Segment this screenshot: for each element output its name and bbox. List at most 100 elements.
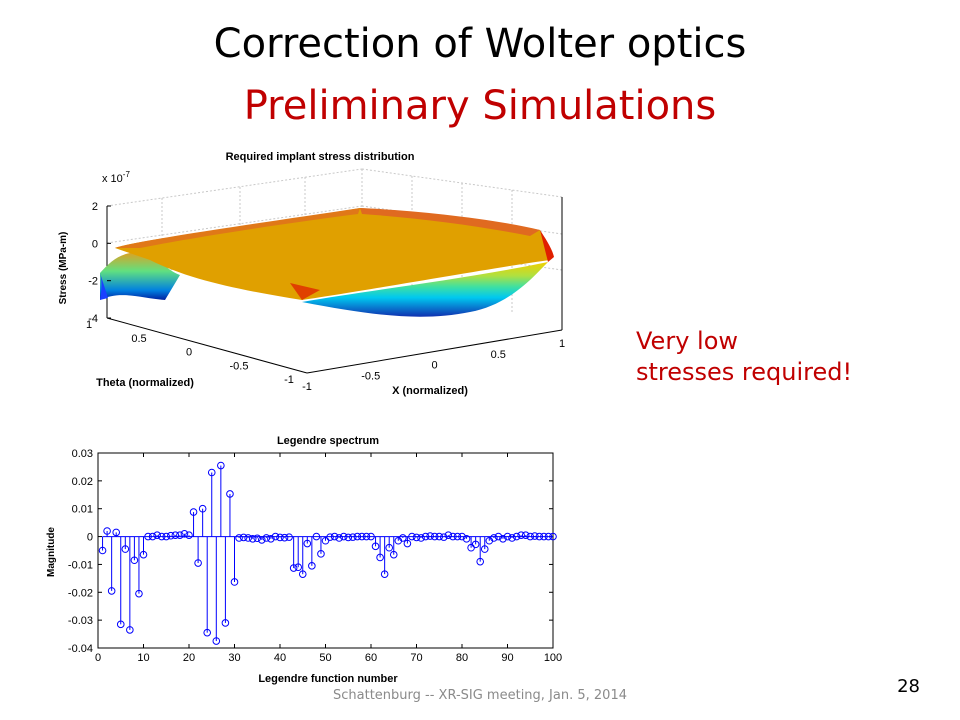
stem-marker — [148, 532, 157, 541]
stem-marker — [449, 532, 457, 541]
stem-marker — [103, 527, 111, 535]
stem-marker — [335, 534, 343, 542]
stem-marker — [185, 531, 193, 539]
stem-marker — [389, 550, 398, 559]
slide-footer: Schattenburg -- XR-SIG meeting, Jan. 5, … — [333, 688, 627, 703]
stem-marker — [426, 532, 434, 540]
stem-marker — [267, 535, 275, 543]
stem-marker — [353, 532, 362, 541]
stem-marker — [531, 532, 539, 540]
legendre-spectrum-plot: Legendre spectrum Magnitude Legendre fun… — [46, 435, 562, 685]
stem-marker — [98, 546, 107, 555]
stem-marker — [207, 468, 216, 477]
surface-y-tick: 0.5 — [131, 333, 146, 345]
stem-marker — [526, 532, 535, 541]
surface-title: Required implant stress distribution — [226, 151, 415, 163]
page-number: 28 — [897, 676, 920, 697]
stem-x-tick: 40 — [274, 652, 286, 664]
stem-marker — [344, 533, 353, 542]
stem-y-tick: -0.01 — [68, 559, 93, 571]
stem-marker — [248, 535, 257, 543]
stem-marker — [308, 562, 316, 570]
stem-x-tick: 50 — [319, 652, 331, 664]
stem-marker — [221, 619, 230, 627]
stem-marker — [285, 533, 293, 541]
surface-y-tick: -0.5 — [230, 360, 249, 372]
stem-marker — [417, 534, 425, 542]
stem-marker — [435, 532, 444, 541]
stem-marker — [121, 545, 130, 553]
stem-marker — [326, 533, 334, 541]
stem-marker — [226, 490, 234, 498]
stem-marker — [399, 534, 407, 542]
stem-marker — [198, 504, 207, 513]
stem-marker — [476, 557, 485, 566]
stem-marker — [262, 534, 271, 542]
stem-marker — [276, 533, 284, 542]
stem-marker — [212, 637, 221, 645]
stem-marker — [280, 533, 289, 542]
stem-marker — [549, 532, 557, 541]
stem-marker — [358, 532, 366, 541]
stem-marker — [139, 550, 148, 559]
stem-x-tick: 20 — [183, 652, 195, 664]
stem-marker — [130, 556, 139, 565]
stem-marker — [408, 532, 416, 541]
stress-surface — [100, 208, 554, 317]
stem-marker — [535, 532, 544, 541]
stem-marker — [453, 532, 462, 541]
surface-ylabel: Theta (normalized) — [96, 377, 194, 389]
stem-marker — [462, 535, 471, 543]
stem-marker — [444, 531, 453, 539]
stem-marker — [385, 543, 394, 552]
surface-x-tick: -1 — [302, 381, 312, 393]
stem-marker — [503, 532, 512, 541]
stem-y-tick: 0.03 — [72, 448, 93, 460]
stem-marker — [312, 532, 321, 541]
stem-x-tick: 60 — [365, 652, 377, 664]
surface-zlabel: Stress (MPa-m) — [58, 232, 69, 305]
stem-marker — [253, 534, 262, 543]
stem-y-tick: 0 — [87, 532, 93, 544]
stem-marker — [167, 531, 175, 540]
stem-y-tick: 0.01 — [72, 504, 93, 516]
surface-z-tick: 0 — [92, 238, 98, 250]
stem-marker — [303, 539, 312, 548]
stem-marker — [157, 532, 166, 541]
stem-marker — [294, 563, 303, 572]
callout-line-1: Very low — [636, 327, 738, 355]
stem-marker — [217, 461, 225, 470]
stem-marker — [339, 532, 348, 541]
stem-marker — [371, 542, 380, 551]
stem-marker — [544, 532, 553, 541]
surface-z-tick: 2 — [92, 201, 98, 213]
stem-marker — [494, 532, 503, 541]
stem-marker — [116, 620, 125, 629]
surface-x-tick: 1 — [559, 338, 565, 350]
stem-plot-frame — [97, 452, 554, 649]
stem-marker — [380, 570, 389, 578]
slide-title: Correction of Wolter optics — [213, 21, 747, 67]
stem-marker — [244, 534, 252, 542]
stem-marker — [440, 533, 448, 541]
surface-x-tick: 0 — [431, 360, 437, 372]
stem-marker — [126, 626, 134, 634]
stem-marker — [135, 589, 143, 598]
stem-marker — [289, 564, 298, 572]
stem-x-tick: 30 — [228, 652, 240, 664]
stem-marker — [403, 539, 412, 548]
stem-marker — [107, 587, 116, 595]
stem-marker — [512, 532, 521, 541]
stem-marker — [521, 531, 530, 539]
stem-marker — [180, 529, 189, 538]
stem-marker — [298, 570, 307, 578]
callout-note: Very low stresses required! — [636, 326, 852, 388]
surface-xlabel: X (normalized) — [392, 385, 468, 397]
surface-axes — [106, 197, 563, 374]
stem-marker — [258, 536, 266, 544]
stem-x-tick: 100 — [544, 652, 562, 664]
surface-z-tick: -4 — [88, 313, 98, 325]
surface-plot: Required implant stress distribution x 1… — [58, 151, 565, 397]
stem-marker — [317, 550, 325, 558]
surface-x-tick: 0.5 — [491, 349, 506, 361]
